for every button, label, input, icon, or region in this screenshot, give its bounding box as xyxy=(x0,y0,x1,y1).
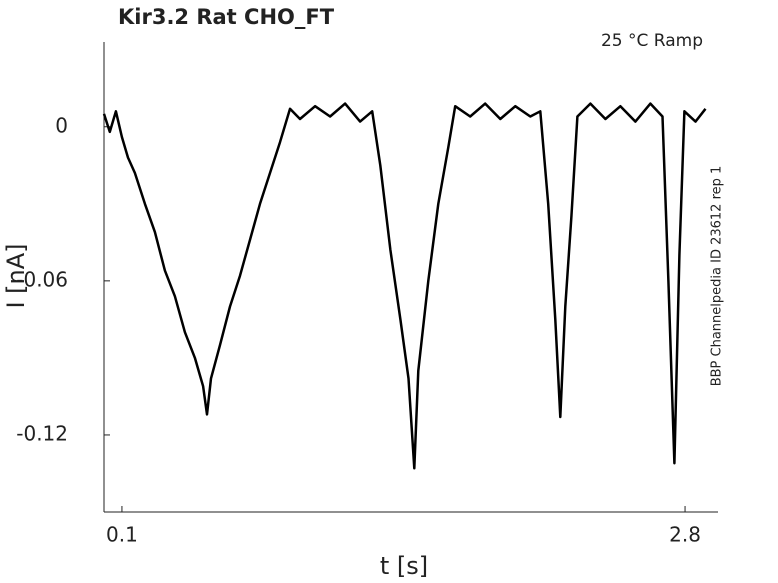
annotation: 25 °C Ramp xyxy=(601,31,703,51)
y-tick-label: -0.06 xyxy=(16,267,68,291)
y-tick-label: -0.12 xyxy=(16,421,68,445)
x-tick-label: 2.8 xyxy=(669,523,701,547)
trace xyxy=(102,102,707,470)
chart-title: Kir3.2 Rat CHO_FT xyxy=(118,5,335,29)
x-tick-label: 0.1 xyxy=(106,523,138,547)
y-axis-label: I [nA] xyxy=(2,243,30,308)
x-axis-label: t [s] xyxy=(380,552,428,580)
side-note: BBP Channelpedia ID 23612 rep 1 xyxy=(710,166,725,387)
y-tick-label: 0 xyxy=(55,113,68,137)
